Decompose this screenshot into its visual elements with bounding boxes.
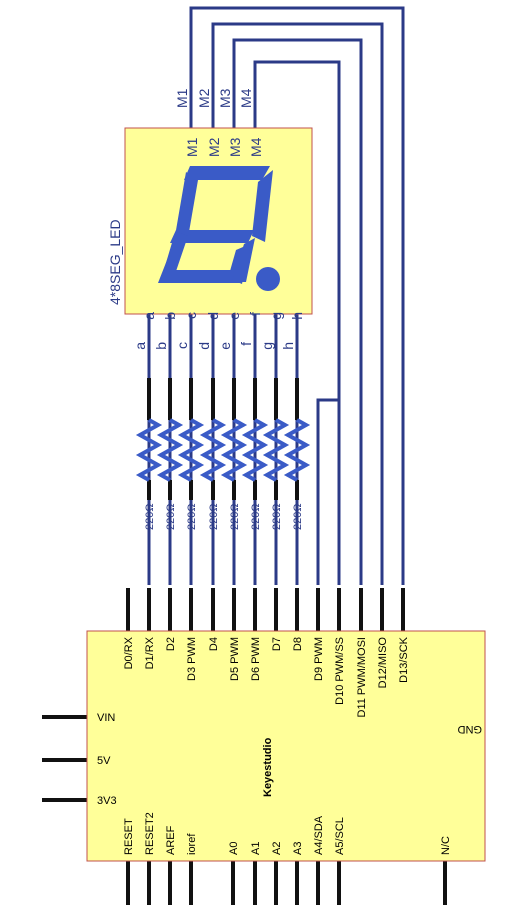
- board-top-pin-labels: D0/RX D1/RX D2 D3 PWM D4 D5 PWM D6 PWM D7 D8 D9 P…: [123, 636, 410, 717]
- segment-wire-label: d: [196, 342, 212, 350]
- resistor-zigzag: [262, 418, 290, 482]
- resistor-value-label: 220Ω: [292, 503, 304, 530]
- board-top-pin-label: D6 PWM: [250, 637, 262, 681]
- segment-d: [160, 270, 242, 283]
- board-top-pin-label: D10 PWM/SS: [334, 637, 346, 705]
- digit-select-wire: [189, 6, 405, 585]
- board-top-pin-label: D11 PWM/MOSI: [356, 637, 368, 717]
- board-top-pin-label: D5 PWM: [229, 637, 241, 681]
- resistor-zigzag: [135, 418, 163, 482]
- segment-a: [184, 166, 270, 180]
- board-top-pin-label: D1/RX: [144, 636, 156, 669]
- display-name-label: 4*8SEG_LED: [107, 219, 123, 305]
- segment-wire-label: c: [174, 342, 190, 349]
- board-bottom-pin-labels: RESET RESET2 AREF ioref A0 A1 A2 A3 A4/SDA A5/SCL…: [123, 812, 452, 855]
- display-bottom-pin-label: c: [183, 312, 199, 319]
- board-bottom-pin-label: RESET: [123, 818, 135, 855]
- board-bottom-pin-label: A3: [292, 842, 304, 855]
- board-bottom-pin-label: A5/SCL: [334, 817, 346, 855]
- display-top-pin-label: M2: [206, 137, 222, 157]
- display-bottom-pin-label: d: [205, 312, 221, 320]
- resistor-array: 220Ω 220Ω 220Ω 220Ω 220Ω 220Ω 220Ω 220Ω: [135, 418, 311, 530]
- board-bottom-pin-label: N/C: [440, 836, 452, 855]
- board-top-pin-label: D9 PWM: [313, 637, 325, 681]
- segment-wire-label: f: [238, 342, 254, 346]
- board-bottom-pin-label: RESET2: [144, 812, 156, 855]
- display-top-pin-labels: M1 M2 M3 M4: [184, 137, 264, 157]
- board-top-pin-label: D2: [165, 637, 177, 651]
- resistor-zigzag: [220, 418, 248, 482]
- display-bottom-pin-label: a: [141, 312, 157, 320]
- board-bottom-pin-label: AREF: [165, 825, 177, 855]
- board-top-pin-label: D8: [292, 637, 304, 651]
- display-bottom-pin-label: h: [289, 312, 305, 320]
- segment-wire-label: g: [259, 342, 275, 350]
- board-top-pin-label: D3 PWM: [186, 637, 198, 681]
- segment-e-inner: [158, 232, 188, 283]
- segment-wire-label: b: [153, 342, 169, 350]
- board-left-pin-label: VIN: [97, 712, 115, 724]
- digit-select-wire: [316, 398, 339, 585]
- wires-layer: [42, 6, 447, 905]
- digit-glyph: [158, 166, 280, 291]
- digit-wire-label: M3: [217, 88, 233, 108]
- resistor-zigzag: [241, 418, 269, 482]
- resistor-zigzag: [283, 418, 311, 482]
- digit-wire-label: M2: [196, 88, 212, 108]
- resistor-value-label: 220Ω: [144, 503, 156, 530]
- board-bottom-pin-label: A4/SDA: [313, 815, 325, 855]
- digit-wire-label: M4: [238, 88, 254, 108]
- board-body: [86, 630, 486, 862]
- board-bottom-pin-label: A1: [250, 842, 262, 855]
- board-top-pin-label: D12/MISO: [377, 637, 389, 689]
- board-bottom-pin-label: A0: [228, 842, 240, 855]
- segment-b: [252, 170, 273, 242]
- resistor-value-label: 220Ω: [271, 503, 283, 530]
- decimal-point: [256, 267, 280, 291]
- segment-c-inner: [232, 238, 255, 282]
- resistor-value-label: 220Ω: [208, 503, 220, 530]
- board-bottom-pin-label: ioref: [186, 833, 198, 855]
- segment-wire-label: h: [280, 342, 296, 350]
- board-name-label: Keyestudio: [262, 737, 274, 797]
- display-top-pin-label: M3: [227, 137, 243, 157]
- resistor-value-label: 220Ω: [250, 503, 262, 530]
- board-top-pin-label: D7: [271, 637, 283, 651]
- board-right-pin-labels: GND: [458, 723, 483, 735]
- display-top-pin-label: M4: [248, 137, 264, 157]
- display-top-pin-label: M1: [184, 137, 200, 157]
- display-bottom-pin-label: g: [268, 312, 284, 320]
- segment-wire-label: e: [217, 342, 233, 350]
- board-top-pin-label: D13/SCK: [398, 636, 410, 683]
- board-top-pin-label: D0/RX: [123, 636, 135, 669]
- board-right-pin-label: GND: [458, 723, 483, 735]
- resistor-zigzag: [177, 418, 205, 482]
- segment-f: [175, 172, 198, 236]
- board-left-pin-label: 5V: [97, 755, 111, 767]
- digit-select-wire: [253, 60, 341, 585]
- keyestudio-board: Keyestudio D0/RX D1/RX D2 D3 PWM D4 D5 PWM D6 …: [86, 630, 486, 862]
- resistor-zigzag: [156, 418, 184, 482]
- display-bottom-pin-label: b: [162, 312, 178, 320]
- segment-wire-label: a: [132, 342, 148, 350]
- display-bottom-pin-label: f: [247, 312, 263, 316]
- resistor-value-label: 220Ω: [165, 503, 177, 530]
- digit-select-wire: [211, 22, 384, 585]
- digit-select-wire: [232, 38, 363, 585]
- display-external-labels: M1 M2 M3 M4: [174, 88, 254, 108]
- resistor-zigzag: [199, 418, 227, 482]
- board-top-pin-label: D4: [208, 637, 220, 651]
- board-left-pin-label: 3V3: [97, 795, 117, 807]
- board-left-pin-labels: VIN 5V 3V3: [97, 712, 117, 807]
- resistor-value-label: 220Ω: [229, 503, 241, 530]
- segment-g: [170, 230, 254, 243]
- resistor-value-label: 220Ω: [186, 503, 198, 530]
- display-bottom-pin-label: e: [226, 312, 242, 320]
- digit-wire-label: M1: [174, 88, 190, 108]
- board-bottom-pin-label: A2: [271, 842, 283, 855]
